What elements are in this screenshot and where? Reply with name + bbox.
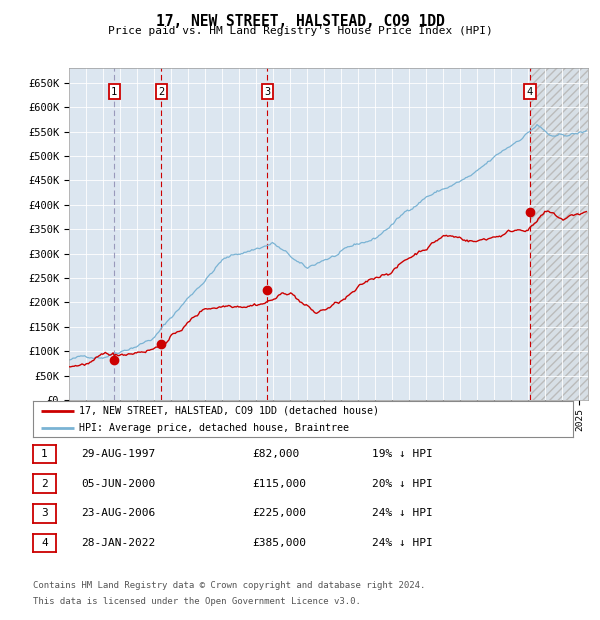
Text: 4: 4	[527, 87, 533, 97]
Text: £385,000: £385,000	[252, 538, 306, 548]
Text: 05-JUN-2000: 05-JUN-2000	[81, 479, 155, 489]
Text: 19% ↓ HPI: 19% ↓ HPI	[372, 449, 433, 459]
Bar	[530, 68, 588, 400]
Text: 17, NEW STREET, HALSTEAD, CO9 1DD (detached house): 17, NEW STREET, HALSTEAD, CO9 1DD (detac…	[79, 406, 379, 416]
Text: £115,000: £115,000	[252, 479, 306, 489]
Text: 3: 3	[41, 508, 48, 518]
Text: £225,000: £225,000	[252, 508, 306, 518]
Text: HPI: Average price, detached house, Braintree: HPI: Average price, detached house, Brai…	[79, 423, 349, 433]
Text: 1: 1	[111, 87, 118, 97]
Text: 1: 1	[41, 449, 48, 459]
Text: 24% ↓ HPI: 24% ↓ HPI	[372, 508, 433, 518]
Text: 23-AUG-2006: 23-AUG-2006	[81, 508, 155, 518]
Bar	[530, 68, 588, 400]
Text: This data is licensed under the Open Government Licence v3.0.: This data is licensed under the Open Gov…	[33, 597, 361, 606]
Text: 4: 4	[41, 538, 48, 548]
Text: 17, NEW STREET, HALSTEAD, CO9 1DD: 17, NEW STREET, HALSTEAD, CO9 1DD	[155, 14, 445, 29]
Text: 3: 3	[264, 87, 271, 97]
Text: Contains HM Land Registry data © Crown copyright and database right 2024.: Contains HM Land Registry data © Crown c…	[33, 581, 425, 590]
Text: 29-AUG-1997: 29-AUG-1997	[81, 449, 155, 459]
Text: 2: 2	[158, 87, 164, 97]
Text: 2: 2	[41, 479, 48, 489]
Text: £82,000: £82,000	[252, 449, 299, 459]
Text: 24% ↓ HPI: 24% ↓ HPI	[372, 538, 433, 548]
Text: 20% ↓ HPI: 20% ↓ HPI	[372, 479, 433, 489]
Text: 28-JAN-2022: 28-JAN-2022	[81, 538, 155, 548]
Text: Price paid vs. HM Land Registry's House Price Index (HPI): Price paid vs. HM Land Registry's House …	[107, 26, 493, 36]
